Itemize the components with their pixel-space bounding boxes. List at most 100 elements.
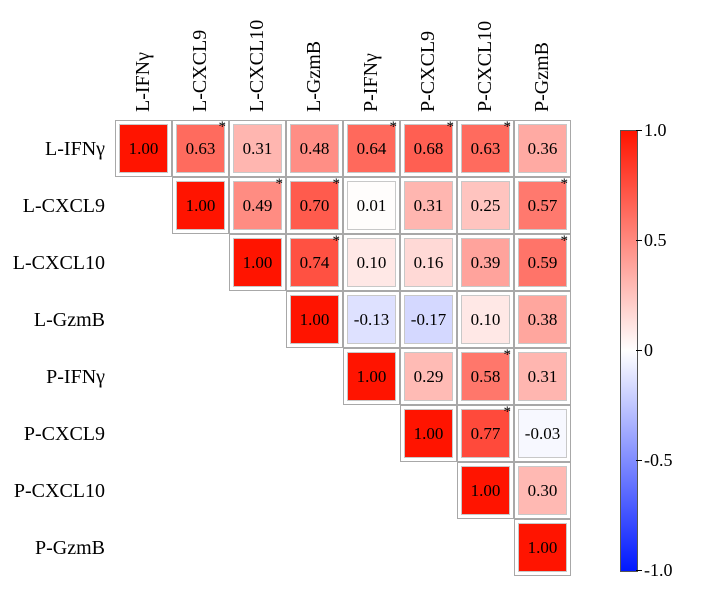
significance-star-icon: * <box>333 177 341 192</box>
heatmap-cell: 0.16 <box>400 234 457 291</box>
heatmap-cell: 1.00 <box>229 234 286 291</box>
cell-value: 0.64 <box>357 139 387 159</box>
cell-value: -0.13 <box>354 310 389 330</box>
heatmap-cell: 0.63* <box>457 120 514 177</box>
heatmap-cell: 0.31 <box>229 120 286 177</box>
heatmap-cell: 0.29 <box>400 348 457 405</box>
cell-value: 0.63 <box>471 139 501 159</box>
cell-value: 0.48 <box>300 139 330 159</box>
colorbar-tick-mark <box>636 130 642 131</box>
heatmap-cell: 0.49* <box>229 177 286 234</box>
colorbar-tick-mark <box>636 350 642 351</box>
heatmap-cell: 0.57* <box>514 177 571 234</box>
significance-star-icon: * <box>504 405 512 420</box>
cell-value: 0.31 <box>528 367 558 387</box>
heatmap-cell: 0.63* <box>172 120 229 177</box>
heatmap-cell: 0.38 <box>514 291 571 348</box>
row-label: L-CXCL9 <box>23 196 105 216</box>
colorbar-tick-label: -0.5 <box>644 450 673 471</box>
significance-star-icon: * <box>561 177 569 192</box>
heatmap-cell: 1.00 <box>514 519 571 576</box>
heatmap-cell: 0.68* <box>400 120 457 177</box>
column-label: P-IFNγ <box>360 53 383 112</box>
significance-star-icon: * <box>333 234 341 249</box>
colorbar-tick-label: -1.0 <box>644 560 673 581</box>
cell-value: 0.29 <box>414 367 444 387</box>
significance-star-icon: * <box>219 120 227 135</box>
colorbar-tick-mark <box>636 460 642 461</box>
heatmap-cell: -0.17 <box>400 291 457 348</box>
column-label: P-CXCL10 <box>474 21 497 112</box>
colorbar-tick-mark <box>636 240 642 241</box>
colorbar-tick-label: 0.5 <box>644 230 667 251</box>
cell-value: 1.00 <box>129 139 159 159</box>
column-label: P-GzmB <box>531 42 554 112</box>
cell-value: 1.00 <box>243 253 273 273</box>
heatmap-cell: 0.36 <box>514 120 571 177</box>
row-label: L-IFNγ <box>45 139 105 159</box>
heatmap-cell: -0.03 <box>514 405 571 462</box>
heatmap-cell: 0.25 <box>457 177 514 234</box>
row-label: P-CXCL9 <box>24 424 105 444</box>
cell-value: 1.00 <box>471 481 501 501</box>
cell-value: 1.00 <box>414 424 444 444</box>
cell-value: 1.00 <box>186 196 216 216</box>
row-label: P-IFNγ <box>46 367 105 387</box>
cell-value: 0.38 <box>528 310 558 330</box>
heatmap-cell: 0.64* <box>343 120 400 177</box>
heatmap-cell: 0.39 <box>457 234 514 291</box>
colorbar-gradient <box>620 130 638 572</box>
heatmap-grid: 1.000.63*0.310.480.64*0.68*0.63*0.361.00… <box>115 120 571 576</box>
cell-value: 0.31 <box>243 139 273 159</box>
cell-value: 0.57 <box>528 196 558 216</box>
column-label: L-CXCL10 <box>246 20 269 112</box>
colorbar: 1.00.50-0.5-1.0 <box>620 130 638 572</box>
cell-value: -0.17 <box>411 310 446 330</box>
row-label: L-GzmB <box>34 310 105 330</box>
cell-value: 0.10 <box>471 310 501 330</box>
cell-value: 0.30 <box>528 481 558 501</box>
significance-star-icon: * <box>390 120 398 135</box>
significance-star-icon: * <box>504 348 512 363</box>
heatmap-cell: 0.10 <box>457 291 514 348</box>
cell-value: 0.70 <box>300 196 330 216</box>
cell-value: 0.16 <box>414 253 444 273</box>
cell-value: 0.49 <box>243 196 273 216</box>
heatmap-cell: 1.00 <box>115 120 172 177</box>
heatmap-cell: 1.00 <box>343 348 400 405</box>
cell-value: 0.36 <box>528 139 558 159</box>
heatmap-cell: 0.59* <box>514 234 571 291</box>
cell-value: 0.63 <box>186 139 216 159</box>
cell-value: 0.68 <box>414 139 444 159</box>
heatmap-cell: 0.77* <box>457 405 514 462</box>
heatmap-cell: 1.00 <box>172 177 229 234</box>
column-label: P-CXCL9 <box>417 31 440 112</box>
cell-value: 1.00 <box>357 367 387 387</box>
heatmap-cell: 0.58* <box>457 348 514 405</box>
heatmap-cell: 0.48 <box>286 120 343 177</box>
cell-value: -0.03 <box>525 424 560 444</box>
heatmap-cell: 1.00 <box>400 405 457 462</box>
cell-value: 1.00 <box>528 538 558 558</box>
column-label: L-CXCL9 <box>189 30 212 112</box>
cell-value: 0.74 <box>300 253 330 273</box>
cell-value: 0.58 <box>471 367 501 387</box>
heatmap-cell: 0.31 <box>514 348 571 405</box>
colorbar-tick-label: 1.0 <box>644 120 667 141</box>
significance-star-icon: * <box>447 120 455 135</box>
cell-value: 0.31 <box>414 196 444 216</box>
row-label: L-CXCL10 <box>13 253 105 273</box>
heatmap-cell: 0.31 <box>400 177 457 234</box>
cell-value: 0.01 <box>357 196 387 216</box>
heatmap-cell: 0.01 <box>343 177 400 234</box>
heatmap-cell: 0.30 <box>514 462 571 519</box>
heatmap-cell: 1.00 <box>457 462 514 519</box>
heatmap-cell: 1.00 <box>286 291 343 348</box>
cell-value: 0.10 <box>357 253 387 273</box>
significance-star-icon: * <box>504 120 512 135</box>
row-label: P-CXCL10 <box>14 481 105 501</box>
colorbar-tick-mark <box>636 570 642 571</box>
column-label: L-GzmB <box>303 41 326 112</box>
heatmap-cell: -0.13 <box>343 291 400 348</box>
heatmap-cell: 0.70* <box>286 177 343 234</box>
